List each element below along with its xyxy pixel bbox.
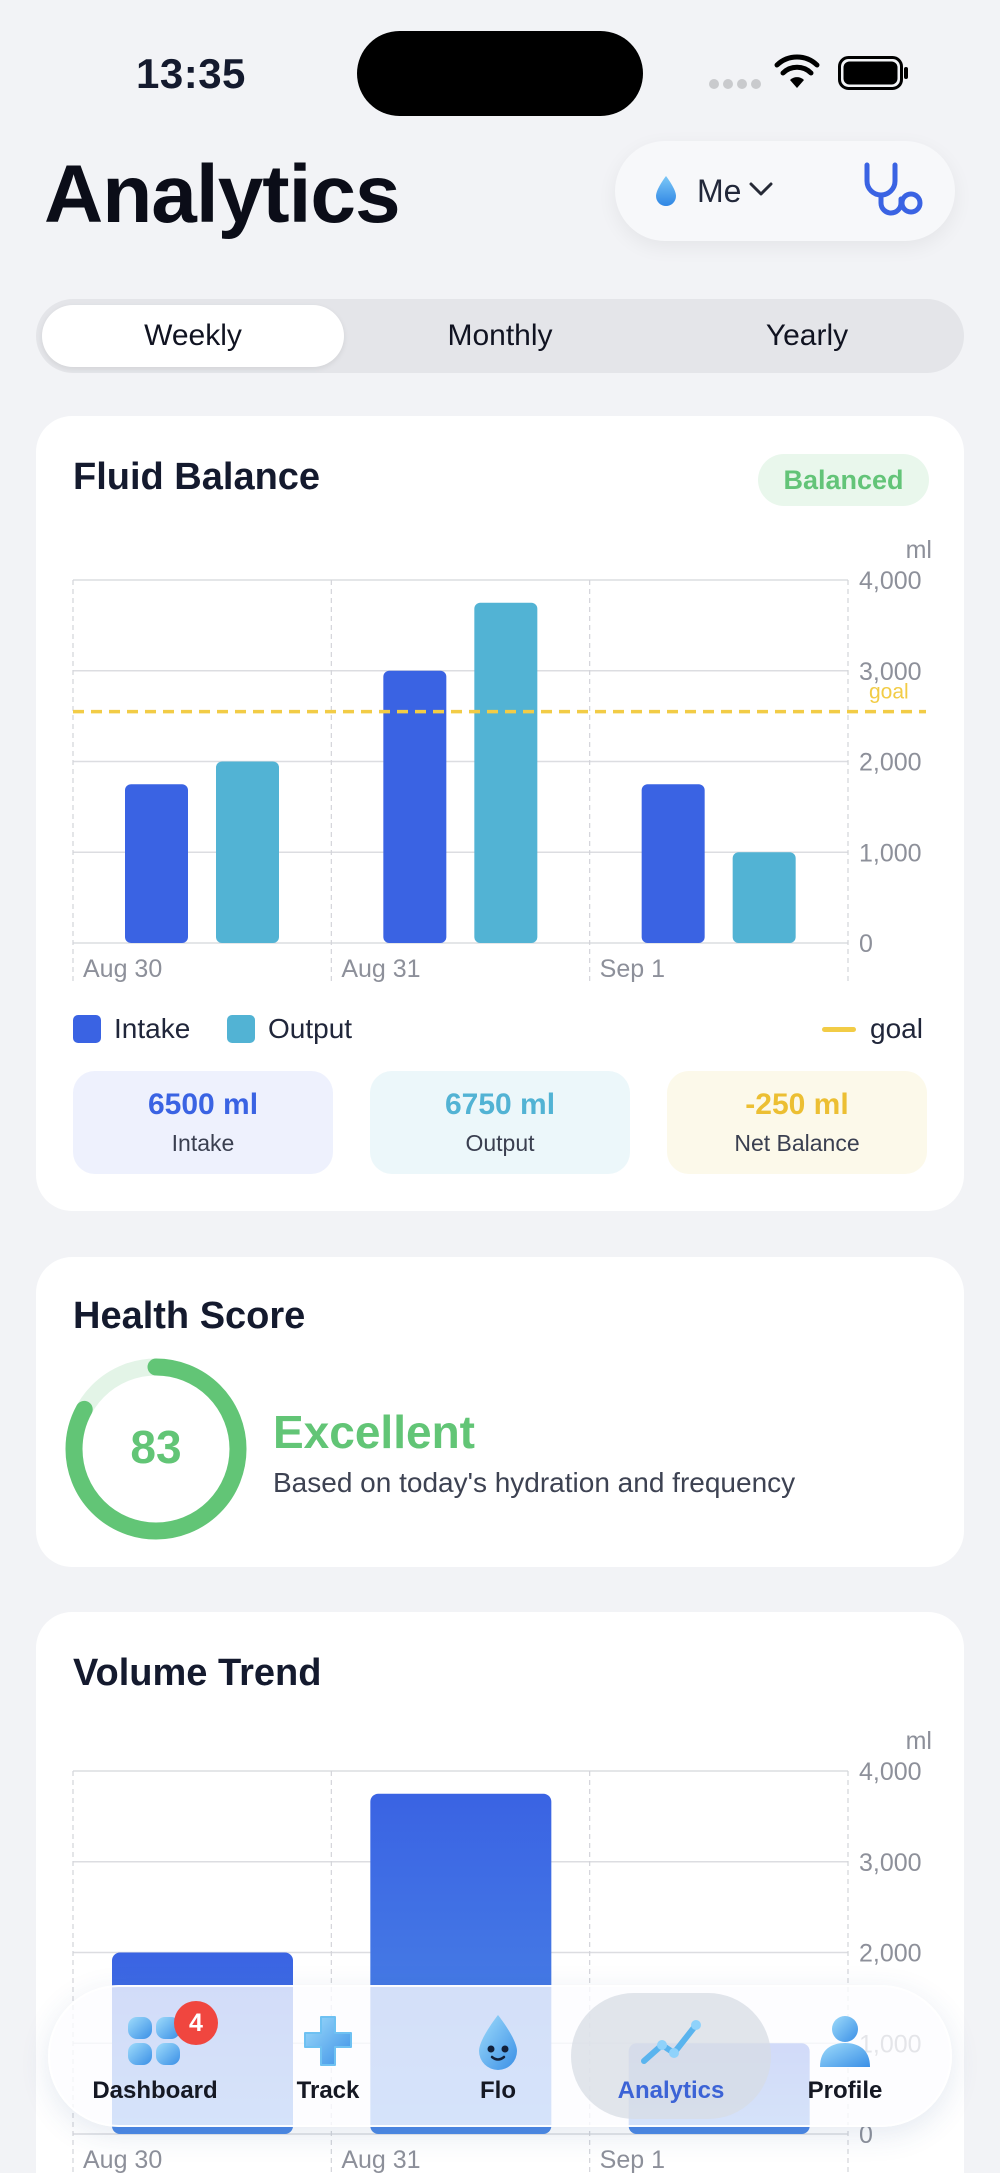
x-tick-label: Aug 30: [83, 2146, 162, 2173]
health-score-number: 83: [130, 1421, 181, 1473]
notification-badge: 4: [174, 2001, 218, 2045]
y-tick-label: 0: [859, 930, 873, 958]
volume-trend-title: Volume Trend: [73, 1652, 322, 1694]
wifi-icon: [774, 54, 820, 88]
intake-stat: 6500 ml Intake: [73, 1071, 333, 1174]
legend-output-label: Output: [268, 1013, 353, 1044]
flo-mascot-icon: [479, 2015, 517, 2070]
x-tick-label: Sep 1: [600, 955, 665, 983]
status-badge: Balanced: [758, 454, 929, 506]
profile-name: Me: [697, 173, 742, 209]
x-tick-label: Aug 31: [341, 2146, 420, 2173]
chevron-down-icon: [749, 182, 773, 196]
legend-intake-swatch: [73, 1015, 101, 1043]
y-tick-label: 3,000: [859, 1849, 922, 1877]
health-score-rating: Excellent: [273, 1406, 475, 1458]
intake-label: Intake: [171, 1130, 235, 1156]
x-tick-label: Sep 1: [600, 2146, 665, 2173]
analytics-icon: [641, 2020, 701, 2064]
legend-output: Output: [227, 1013, 352, 1045]
y-axis-unit: ml: [906, 1727, 932, 1755]
tab-profile-label: Profile: [807, 2077, 883, 2104]
period-segmented-control: Weekly Monthly Yearly: [36, 299, 964, 373]
y-tick-label: 2,000: [859, 1940, 922, 1968]
output-stat: 6750 ml Output: [370, 1071, 630, 1174]
bar-output-aug-30: [216, 761, 279, 943]
tab-monthly[interactable]: Monthly: [447, 319, 553, 352]
tab-track[interactable]: Track: [248, 1985, 408, 2127]
net-balance-label: Net Balance: [734, 1130, 860, 1156]
x-tick-label: Aug 30: [83, 955, 162, 983]
y-axis-unit: ml: [906, 536, 932, 564]
legend-output-swatch: [227, 1015, 255, 1043]
health-score-description: Based on today's hydration and frequency: [273, 1467, 796, 1498]
y-tick-label: 4,000: [859, 1758, 922, 1786]
status-bar: 13:35: [0, 0, 1000, 140]
profile-icon: [820, 2016, 870, 2067]
bar-intake-aug-30: [125, 784, 188, 943]
status-time: 13:35: [136, 50, 246, 97]
legend-goal-line: [822, 1026, 856, 1032]
bottom-tab-bar: Dashboard 4 Track Flo Analytics Profi: [48, 1985, 952, 2127]
net-balance-stat: -250 ml Net Balance: [667, 1071, 927, 1174]
fluid-balance-chart: 0 1,000 2,000 3,000 4,000 ml Aug 30 Aug 31 Sep 1…: [72, 536, 932, 983]
bar-intake-sep-1: [641, 784, 705, 943]
legend-intake-label: Intake: [114, 1013, 191, 1044]
bar-output-aug-31: [474, 602, 538, 943]
output-value: 6750 ml: [444, 1088, 556, 1121]
battery-icon: [838, 56, 908, 90]
page-title: Analytics: [44, 149, 401, 240]
legend-goal-label: goal: [870, 1013, 923, 1044]
tab-weekly[interactable]: Weekly: [42, 305, 344, 367]
health-score-ring: 83: [65, 1358, 247, 1540]
tab-profile[interactable]: Profile: [765, 1985, 925, 2127]
y-tick-label: 4,000: [859, 567, 922, 595]
net-balance-value: -250 ml: [745, 1088, 849, 1121]
profile-switcher[interactable]: Me: [615, 141, 955, 241]
bar-output-sep-1: [732, 852, 796, 943]
x-tick-label: Aug 31: [341, 955, 420, 983]
cellular-signal-icon: [709, 79, 761, 89]
track-icon: [304, 2016, 352, 2066]
health-score-card: Health Score 83 Excellent Based on today…: [36, 1257, 964, 1567]
intake-value: 6500 ml: [147, 1088, 259, 1121]
y-tick-label: 2,000: [859, 749, 922, 777]
tab-yearly[interactable]: Yearly: [765, 319, 849, 352]
health-score-title: Health Score: [73, 1295, 306, 1337]
tab-analytics-label: Analytics: [617, 2077, 725, 2104]
y-tick-label: 1,000: [859, 839, 922, 867]
tab-analytics[interactable]: Analytics: [591, 1985, 751, 2127]
y-tick-label: 3,000: [859, 658, 922, 686]
goal-label: goal: [869, 681, 909, 704]
dynamic-island: [357, 31, 643, 116]
water-drop-icon: [656, 176, 676, 206]
tab-dashboard[interactable]: Dashboard: [75, 1985, 235, 2127]
legend-goal: goal: [822, 1013, 923, 1045]
bar-intake-aug-31: [383, 670, 447, 943]
fluid-balance-title: Fluid Balance: [73, 456, 321, 498]
tab-flo-label: Flo: [480, 2077, 516, 2104]
fluid-balance-card: Fluid Balance Balanced 0 1,000 2,000 3,000 4…: [36, 416, 964, 1211]
stethoscope-icon[interactable]: [859, 161, 929, 221]
tab-dashboard-label: Dashboard: [92, 2077, 218, 2104]
legend-intake: Intake: [73, 1013, 190, 1045]
tab-track-label: Track: [296, 2077, 360, 2104]
output-label: Output: [465, 1130, 535, 1156]
tab-flo[interactable]: Flo: [418, 1985, 578, 2127]
y-tick-label: 0: [859, 2121, 873, 2149]
